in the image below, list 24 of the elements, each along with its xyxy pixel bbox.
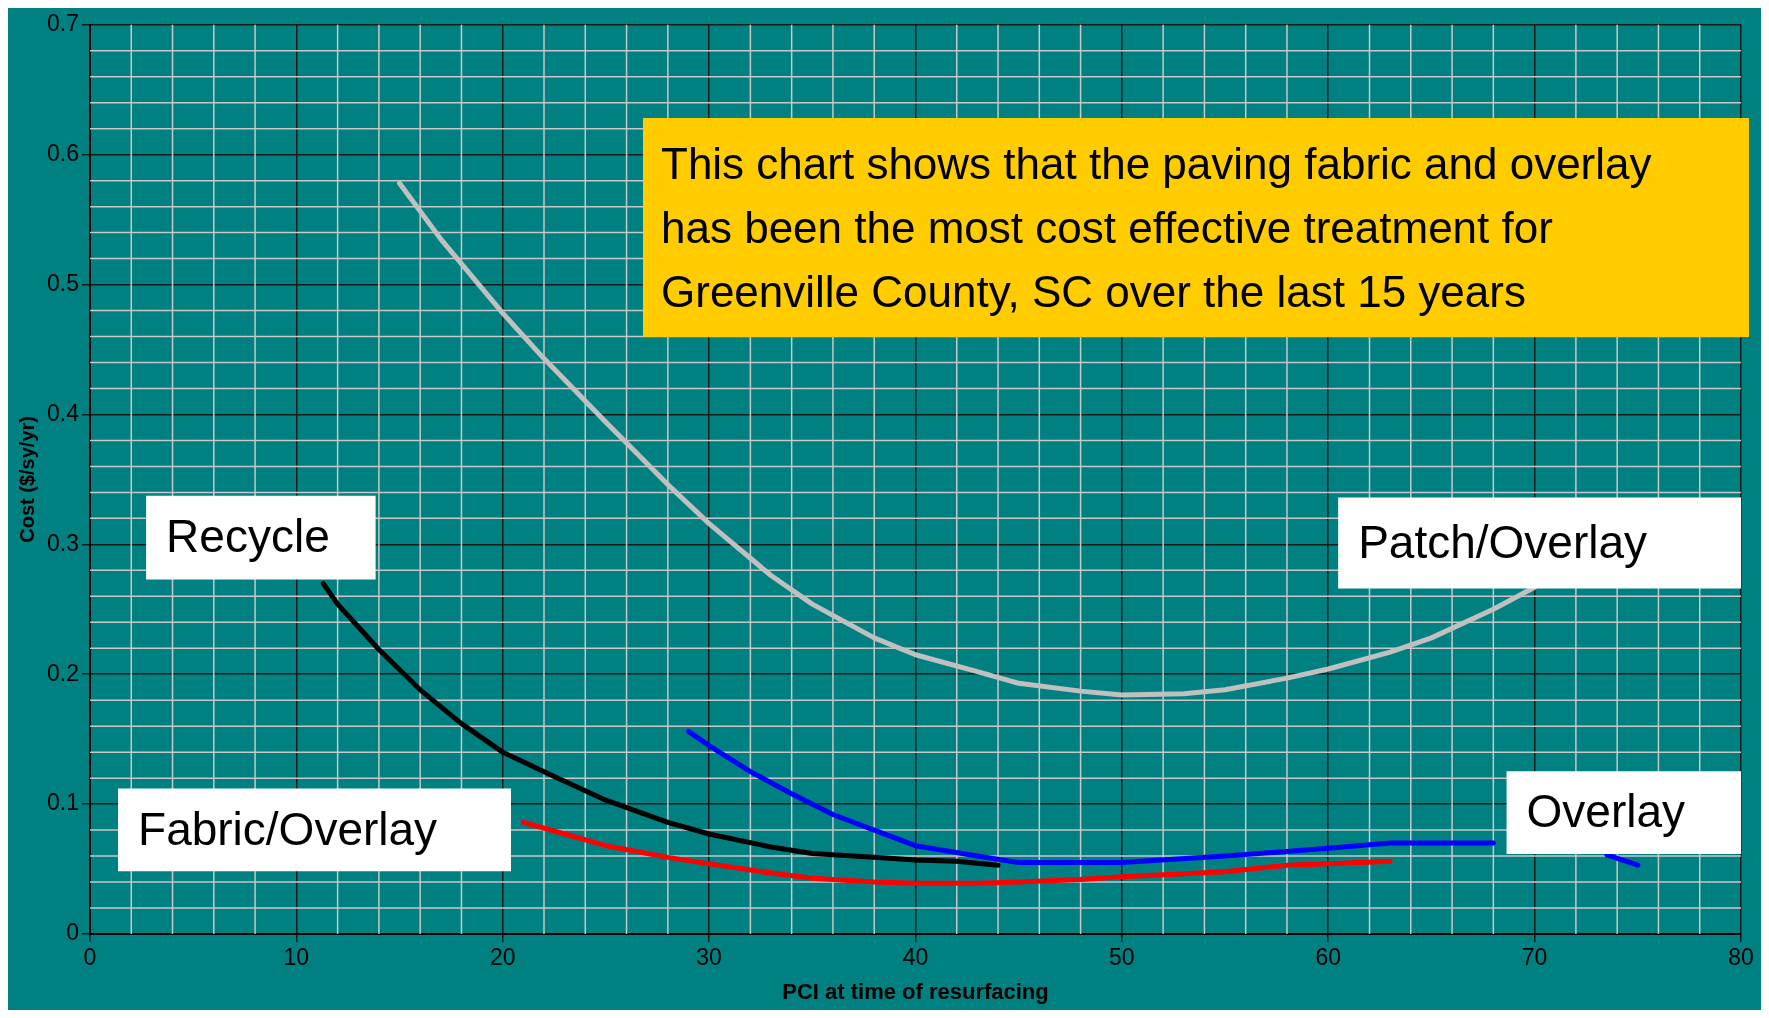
x-tick-label: 50 bbox=[1109, 944, 1135, 971]
series-label: Patch/Overlay bbox=[1358, 515, 1648, 568]
series-label: Overlay bbox=[1526, 785, 1686, 838]
y-tick-label: 0.1 bbox=[46, 789, 79, 816]
x-axis-title: PCI at time of resurfacing bbox=[782, 978, 1049, 1004]
x-tick-label: 10 bbox=[283, 944, 310, 971]
y-axis-title: Cost ($/sy/yr) bbox=[15, 416, 38, 543]
y-tick-label: 0 bbox=[66, 919, 79, 946]
x-tick-label: 0 bbox=[83, 944, 97, 971]
x-tick-label: 20 bbox=[489, 944, 516, 971]
x-tick-label: 40 bbox=[902, 944, 929, 971]
x-tick-label: 80 bbox=[1728, 944, 1754, 971]
x-tick-label: 30 bbox=[696, 944, 722, 971]
series-label: Fabric/Overlay bbox=[138, 802, 438, 855]
y-tick-label: 0.7 bbox=[46, 10, 79, 37]
annotation: This chart shows that the paving fabric and overlay has been the most cost effective treatment for Greenville County, SC over the last 15 years bbox=[643, 118, 1749, 338]
y-tick-label: 0.5 bbox=[46, 269, 79, 296]
y-tick-label: 0.3 bbox=[46, 529, 79, 556]
x-tick-label: 70 bbox=[1521, 944, 1548, 971]
y-tick-label: 0.4 bbox=[46, 399, 80, 426]
x-tick-label: 60 bbox=[1315, 944, 1342, 971]
y-tick-label: 0.2 bbox=[46, 659, 79, 686]
y-tick-label: 0.6 bbox=[46, 140, 79, 167]
series-label: Recycle bbox=[166, 510, 330, 563]
